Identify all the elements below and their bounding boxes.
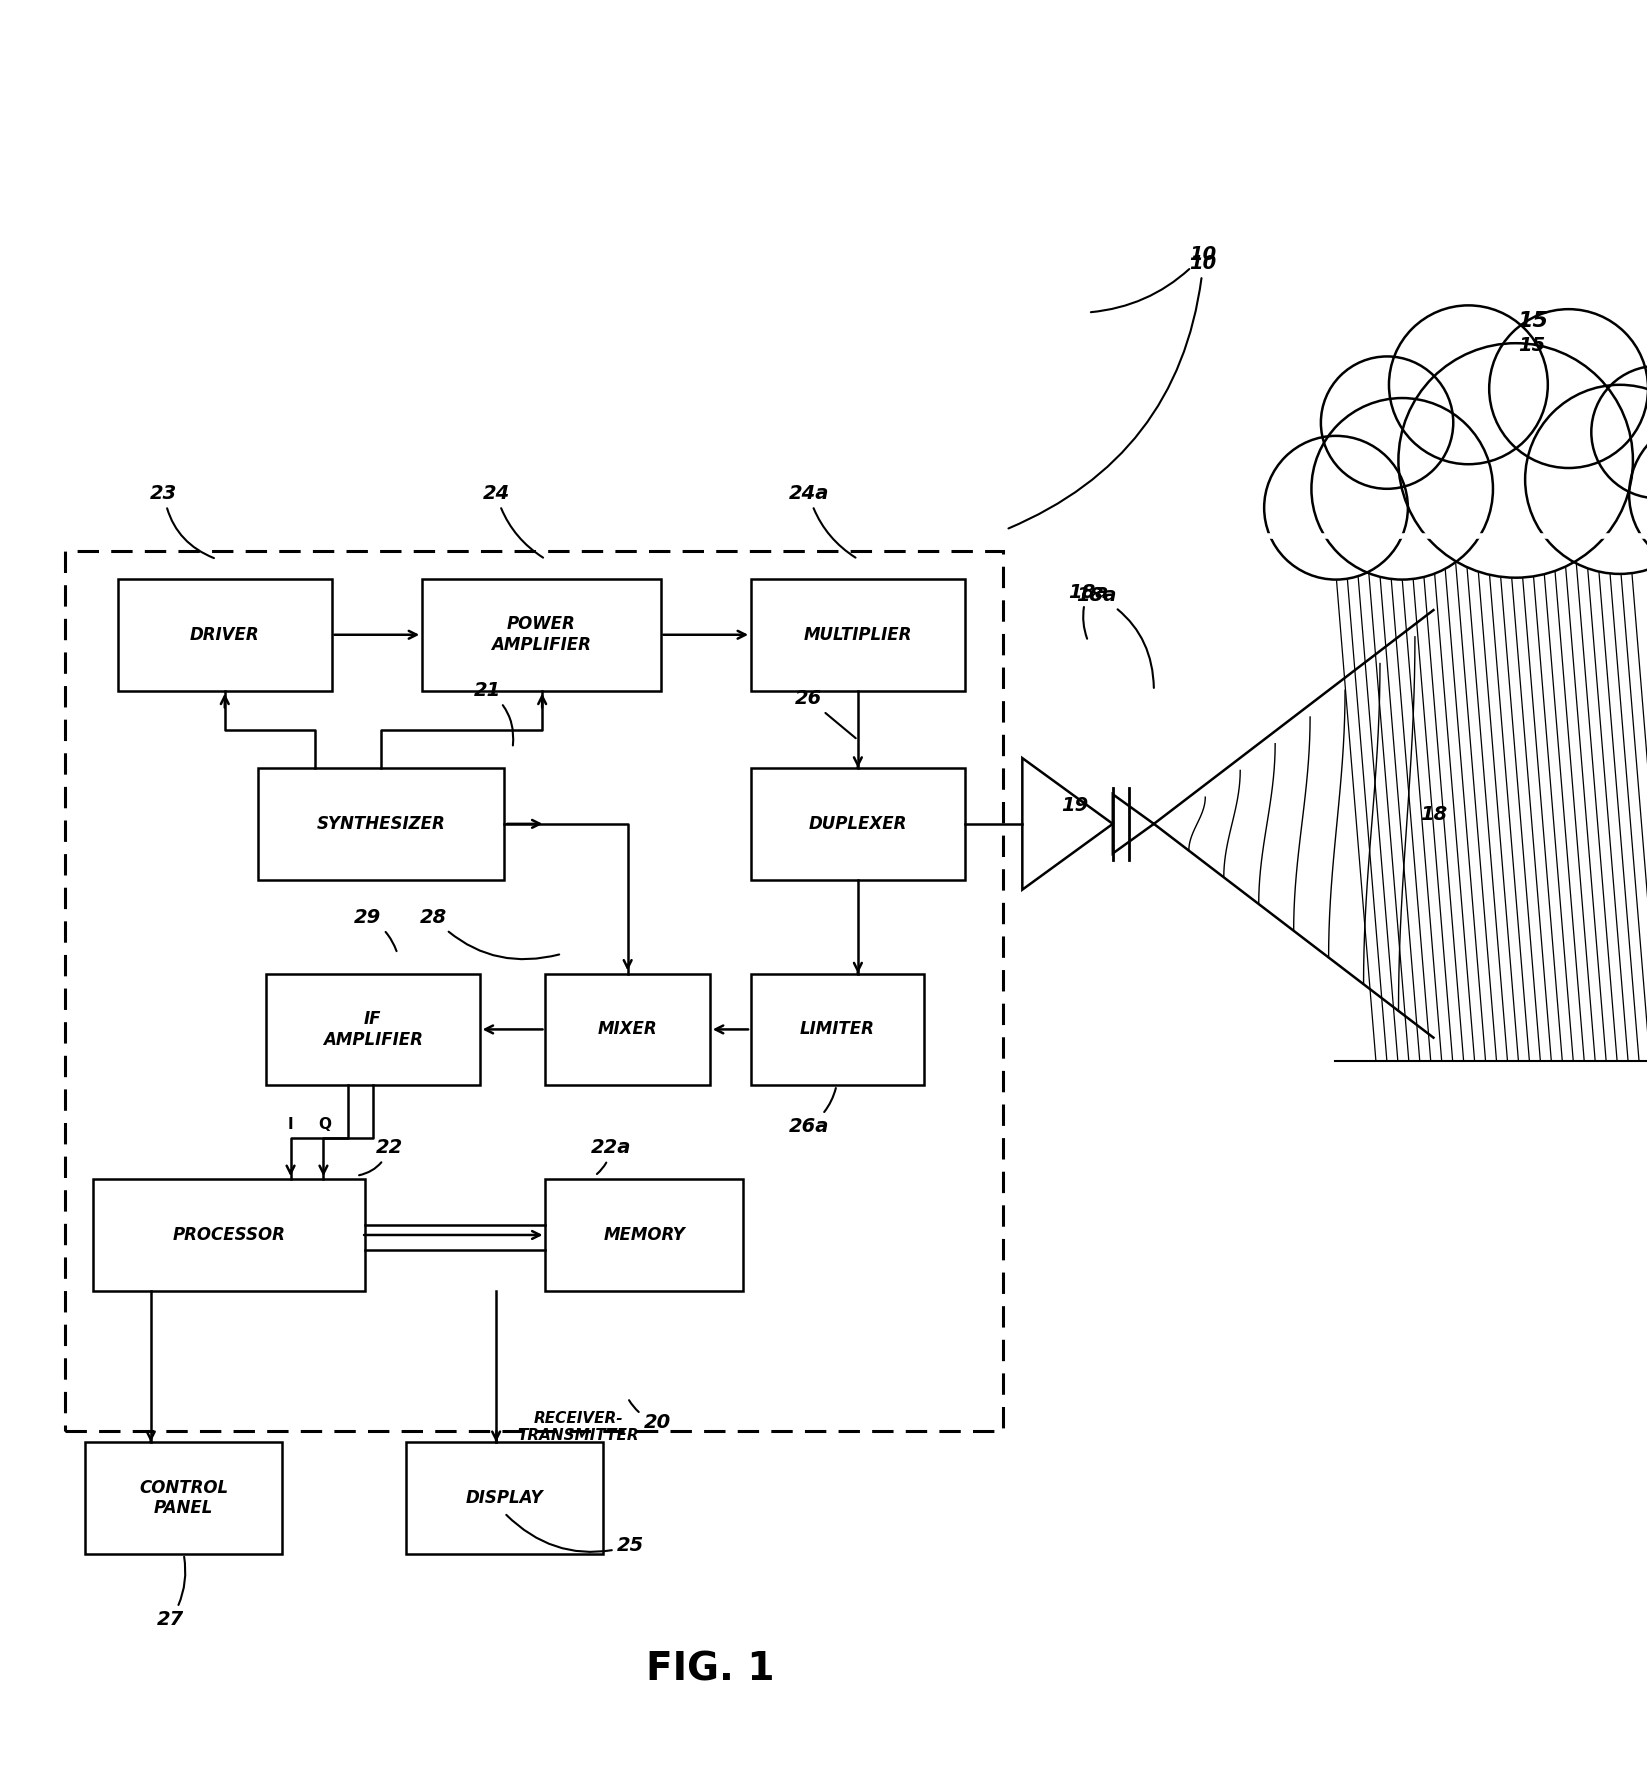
Text: MIXER: MIXER (597, 1021, 657, 1039)
Text: 20: 20 (629, 1399, 672, 1431)
Text: I: I (287, 1117, 294, 1133)
Text: 10: 10 (1091, 245, 1216, 313)
FancyBboxPatch shape (406, 1442, 602, 1554)
Text: Q: Q (318, 1117, 332, 1133)
Circle shape (1399, 343, 1634, 577)
Text: 15: 15 (1518, 336, 1546, 355)
Text: 18: 18 (1419, 805, 1447, 824)
FancyBboxPatch shape (86, 1442, 282, 1554)
Circle shape (1629, 419, 1650, 570)
Text: CONTROL
PANEL: CONTROL PANEL (139, 1479, 228, 1517)
FancyBboxPatch shape (266, 973, 480, 1085)
Text: RECEIVER-
TRANSMITTER: RECEIVER- TRANSMITTER (518, 1410, 639, 1444)
Text: 26: 26 (795, 689, 856, 739)
Circle shape (1389, 305, 1548, 464)
Text: 23: 23 (150, 483, 214, 558)
Text: 25: 25 (507, 1515, 645, 1556)
FancyBboxPatch shape (257, 767, 505, 879)
FancyBboxPatch shape (92, 1179, 365, 1291)
Text: IF
AMPLIFIER: IF AMPLIFIER (323, 1011, 422, 1050)
Text: 18a: 18a (1076, 586, 1153, 687)
FancyBboxPatch shape (546, 1179, 742, 1291)
Text: FIG. 1: FIG. 1 (645, 1650, 774, 1689)
Text: 24a: 24a (789, 483, 856, 558)
FancyBboxPatch shape (751, 973, 924, 1085)
Text: 22a: 22a (591, 1138, 632, 1174)
Text: POWER
AMPLIFIER: POWER AMPLIFIER (492, 614, 591, 654)
Circle shape (1312, 398, 1493, 579)
Text: SYNTHESIZER: SYNTHESIZER (317, 815, 446, 833)
Text: MULTIPLIER: MULTIPLIER (804, 625, 912, 643)
Text: 24: 24 (482, 483, 543, 558)
Circle shape (1490, 309, 1648, 469)
Text: 18a: 18a (1068, 583, 1109, 639)
Text: DRIVER: DRIVER (190, 625, 259, 643)
Text: DISPLAY: DISPLAY (465, 1488, 543, 1508)
FancyBboxPatch shape (117, 579, 332, 691)
Text: 28: 28 (421, 908, 559, 959)
Circle shape (1525, 385, 1650, 574)
Circle shape (1322, 357, 1454, 488)
Text: DUPLEXER: DUPLEXER (808, 815, 908, 833)
Text: 21: 21 (474, 682, 513, 746)
Circle shape (1591, 366, 1650, 499)
Circle shape (1264, 435, 1407, 579)
FancyBboxPatch shape (546, 973, 710, 1085)
Text: 15: 15 (1516, 311, 1548, 330)
Text: 27: 27 (157, 1558, 185, 1629)
Text: LIMITER: LIMITER (800, 1021, 875, 1039)
FancyBboxPatch shape (751, 579, 965, 691)
Text: 10: 10 (1008, 254, 1216, 529)
Text: 19: 19 (1061, 796, 1089, 815)
Text: MEMORY: MEMORY (604, 1225, 685, 1243)
FancyBboxPatch shape (751, 767, 965, 879)
Text: PROCESSOR: PROCESSOR (173, 1225, 285, 1243)
Text: 22: 22 (360, 1138, 403, 1176)
Text: 29: 29 (355, 908, 396, 952)
FancyBboxPatch shape (422, 579, 660, 691)
Text: 26a: 26a (789, 1089, 837, 1137)
